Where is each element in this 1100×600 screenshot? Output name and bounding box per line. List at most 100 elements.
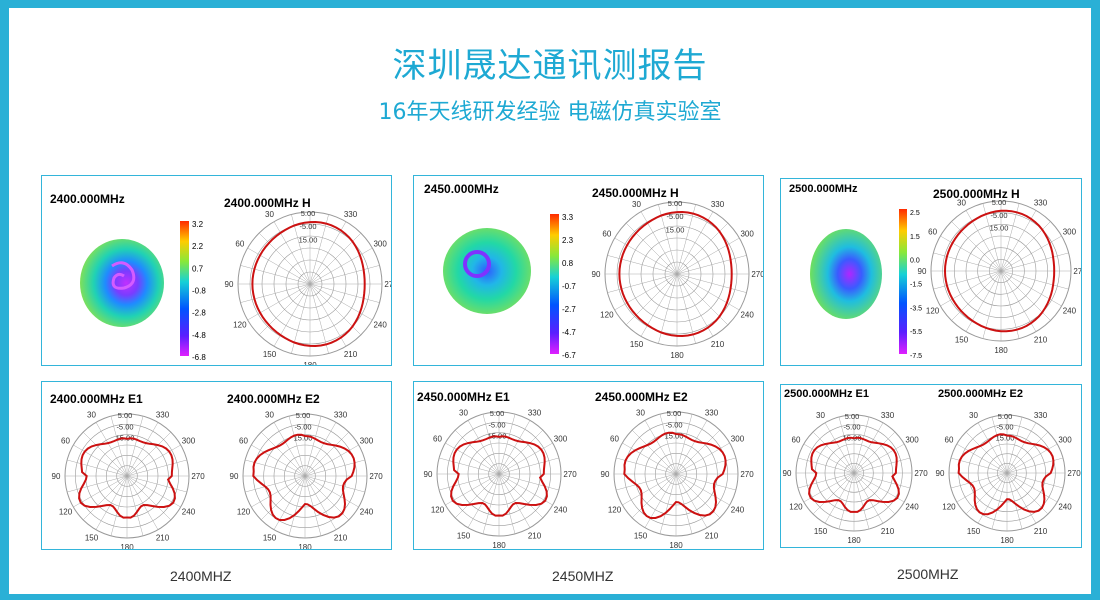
- angle-tick-label: 240: [740, 311, 754, 320]
- angle-tick-label: 180: [670, 351, 684, 360]
- angle-tick-label: 90: [225, 280, 234, 289]
- angle-tick-label: 240: [905, 503, 919, 512]
- angle-tick-label: 330: [334, 411, 348, 420]
- frequency-caption-2400: 2400MHZ: [170, 568, 232, 584]
- polar-grid: [930, 200, 1072, 342]
- angle-tick-label: 270: [914, 469, 928, 478]
- angle-tick-label: 30: [957, 199, 966, 208]
- angle-tick-label: 30: [265, 411, 274, 420]
- angle-tick-label: 210: [711, 340, 725, 349]
- angle-tick-label: 30: [87, 411, 96, 420]
- ring-tick-label: -5.00: [488, 420, 505, 429]
- angle-tick-label: 150: [263, 350, 277, 359]
- angle-tick-label: 120: [926, 307, 940, 316]
- angle-tick-label: 180: [303, 361, 317, 366]
- angle-tick-label: 300: [1063, 228, 1077, 237]
- ring-tick-label: 15.00: [665, 432, 684, 441]
- angle-tick-label: 30: [632, 200, 641, 209]
- panel-2450-e: 2450.000MHz E1 2450.000MHz E2 30 60 90 120 1…: [413, 381, 764, 550]
- heatmap-label: 2400.000MHz: [50, 192, 125, 206]
- heatmap-label: 2500.000MHz: [789, 183, 858, 195]
- angle-tick-label: 30: [816, 411, 825, 420]
- angle-tick-label: 120: [942, 503, 956, 512]
- colorbar-tick-label: 1.5: [910, 234, 920, 241]
- polar-grid: [613, 411, 739, 537]
- angle-tick-label: 180: [492, 541, 506, 550]
- angle-tick-label: 270: [1067, 469, 1081, 478]
- ring-tick-label: 5.00: [992, 198, 1007, 207]
- colorbar-tick-label: 0.0: [910, 258, 920, 265]
- e2-plane-label: 2500.000MHz E2: [938, 388, 1023, 400]
- panel-2400-e: 2400.000MHz E1 2400.000MHz E2 30 60 90 120 1…: [41, 381, 392, 550]
- angle-tick-label: 150: [457, 531, 471, 540]
- angle-tick-label: 120: [431, 506, 445, 515]
- panel-2450-h: 2450.000MHz 2450.000MHz H 3.3 2.3 0.8 -0.7 -…: [413, 175, 764, 366]
- angle-tick-label: 60: [433, 435, 442, 444]
- ring-tick-label: -5.00: [996, 423, 1013, 432]
- angle-tick-label: 150: [634, 531, 648, 540]
- angle-tick-label: 90: [783, 469, 792, 478]
- angle-tick-label: 240: [1063, 307, 1077, 316]
- e1-plane-label: 2500.000MHz E1: [784, 388, 869, 400]
- angle-tick-label: 180: [994, 346, 1008, 355]
- pattern-trace: [450, 435, 548, 517]
- polar-grid: [604, 201, 750, 347]
- angle-tick-label: 60: [61, 437, 70, 446]
- ring-tick-label: 5.00: [667, 409, 682, 418]
- colorbar-tick-label: 0.7: [192, 264, 204, 273]
- ring-tick-label: 15.00: [294, 434, 313, 443]
- angle-tick-label: 240: [731, 506, 745, 515]
- angle-tick-label: 300: [1058, 436, 1072, 445]
- angle-tick-label: 300: [360, 437, 374, 446]
- pattern-trace: [623, 431, 727, 519]
- radiation-heatmap: 3.2 2.2 0.7 -0.8 -2.8 -4.8 -6.8: [80, 220, 206, 362]
- angle-tick-label: 30: [459, 409, 468, 418]
- angle-tick-label: 240: [182, 508, 196, 517]
- pattern-trace: [943, 209, 1056, 333]
- frequency-caption-2500: 2500MHZ: [897, 566, 959, 582]
- angle-tick-label: 90: [592, 270, 601, 279]
- angle-tick-label: 330: [1034, 199, 1048, 208]
- e2-plane-polar-plot: 30 60 90 120 150 180 210 240 270 300 330 5.00 -5.00 1…: [230, 411, 384, 549]
- colorbar-tick-label: -6.8: [192, 353, 206, 362]
- angle-tick-label: 270: [751, 270, 764, 279]
- colorbar-tick-label: -1.5: [910, 282, 922, 289]
- ring-tick-label: -5.00: [665, 420, 682, 429]
- e1-plane-polar-plot: 3060901201501802102402703003305.00-5.001…: [52, 411, 206, 549]
- angle-tick-label: 60: [945, 436, 954, 445]
- ring-tick-label: 5.00: [998, 412, 1013, 421]
- polar-grid: [795, 414, 913, 532]
- ring-tick-label: 15.00: [990, 224, 1009, 233]
- angle-tick-label: 60: [792, 436, 801, 445]
- ring-tick-label: -5.00: [990, 211, 1007, 220]
- angle-tick-label: 210: [881, 527, 895, 536]
- angle-tick-label: 300: [905, 436, 919, 445]
- panel-2400-h: 2400.000MHz 2400.000MHz H 3.2: [41, 175, 392, 366]
- page-title: 深圳晟达通讯测报告: [392, 46, 708, 86]
- angle-tick-label: 300: [373, 240, 387, 249]
- angle-tick-label: 270: [369, 472, 383, 481]
- angle-tick-label: 300: [182, 437, 196, 446]
- angle-tick-label: 270: [563, 470, 577, 479]
- angle-tick-label: 120: [789, 503, 803, 512]
- e1-plane-label: 2400.000MHz E1: [50, 392, 143, 406]
- angle-tick-label: 210: [344, 350, 358, 359]
- colorbar-tick-label: -5.5: [910, 329, 922, 336]
- ring-tick-label: -5.00: [116, 422, 133, 431]
- angle-tick-label: 90: [52, 472, 61, 481]
- angle-tick-label: 150: [955, 335, 969, 344]
- e1-plane-polar-plot: 3060901201501802102402703003305.00-5.001…: [424, 409, 578, 550]
- h-plane-polar-plot: 30 60 90 120 150 180 210 240 270 300 330 5.00 -5.00 1…: [918, 198, 1081, 355]
- colorbar-tick-label: -2.8: [192, 309, 206, 318]
- angle-tick-label: 240: [1058, 503, 1072, 512]
- colorbar-tick-label: 3.3: [562, 213, 574, 222]
- angle-tick-label: 330: [711, 200, 725, 209]
- angle-tick-label: 240: [373, 321, 387, 330]
- angle-tick-label: 270: [384, 280, 392, 289]
- colorbar-tick-label: 3.2: [192, 220, 204, 229]
- ring-tick-label: 5.00: [490, 409, 505, 418]
- e1-plane-label: 2450.000MHz E1: [417, 390, 510, 404]
- angle-tick-label: 60: [239, 437, 248, 446]
- colorbar-tick-label: -7.5: [910, 353, 922, 360]
- angle-tick-label: 90: [936, 469, 945, 478]
